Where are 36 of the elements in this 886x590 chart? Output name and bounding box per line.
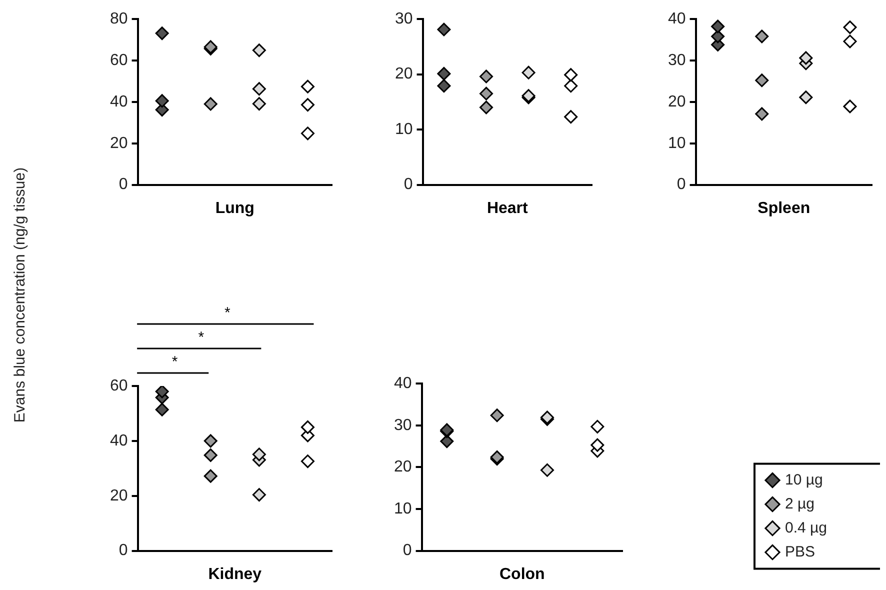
y-tick-label: 20 <box>668 93 686 110</box>
text: * <box>224 304 230 322</box>
x-axis-title: Spleen <box>758 200 810 217</box>
y-tick-label: 0 <box>402 542 412 560</box>
y-tick-label: 40 <box>668 10 686 28</box>
x-axis-title: Heart <box>486 200 529 217</box>
y-tick-label: 10 <box>668 134 686 152</box>
y-tick-label: 0 <box>404 176 413 194</box>
y-tick-label: 60 <box>110 377 128 394</box>
y-tick-label: 30 <box>394 416 412 434</box>
y-tick-label: 0 <box>676 176 686 194</box>
y-tick-label: 30 <box>668 52 686 69</box>
y-tick-label: 0 <box>118 176 128 194</box>
text: * <box>198 329 204 346</box>
x-axis-title: Kidney <box>208 566 262 583</box>
legend-label: 10 µg <box>785 471 823 488</box>
legend-label: PBS <box>785 543 816 560</box>
y-tick-label: 20 <box>394 458 412 476</box>
y-tick-label: 60 <box>110 52 128 69</box>
text: * <box>172 354 178 371</box>
y-tick-label: 10 <box>394 500 412 518</box>
y-tick-label: 10 <box>395 120 413 138</box>
y-axis-title: Evans blue concentration (ng/g tissue) <box>12 167 28 423</box>
y-tick-label: 40 <box>394 375 412 392</box>
y-tick-label: 20 <box>110 134 128 152</box>
legend-label: 0.4 µg <box>785 519 828 536</box>
y-tick-label: 30 <box>395 10 413 28</box>
y-tick-label: 20 <box>395 66 413 83</box>
x-axis-title: Lung <box>215 200 254 217</box>
y-tick-label: 40 <box>110 432 128 450</box>
legend-label: 2 µg <box>785 495 814 512</box>
y-tick-label: 40 <box>110 93 128 110</box>
x-axis-title: Colon <box>499 566 545 583</box>
y-tick-label: 20 <box>110 487 128 504</box>
y-tick-label: 0 <box>118 542 128 560</box>
y-tick-label: 80 <box>110 10 128 28</box>
